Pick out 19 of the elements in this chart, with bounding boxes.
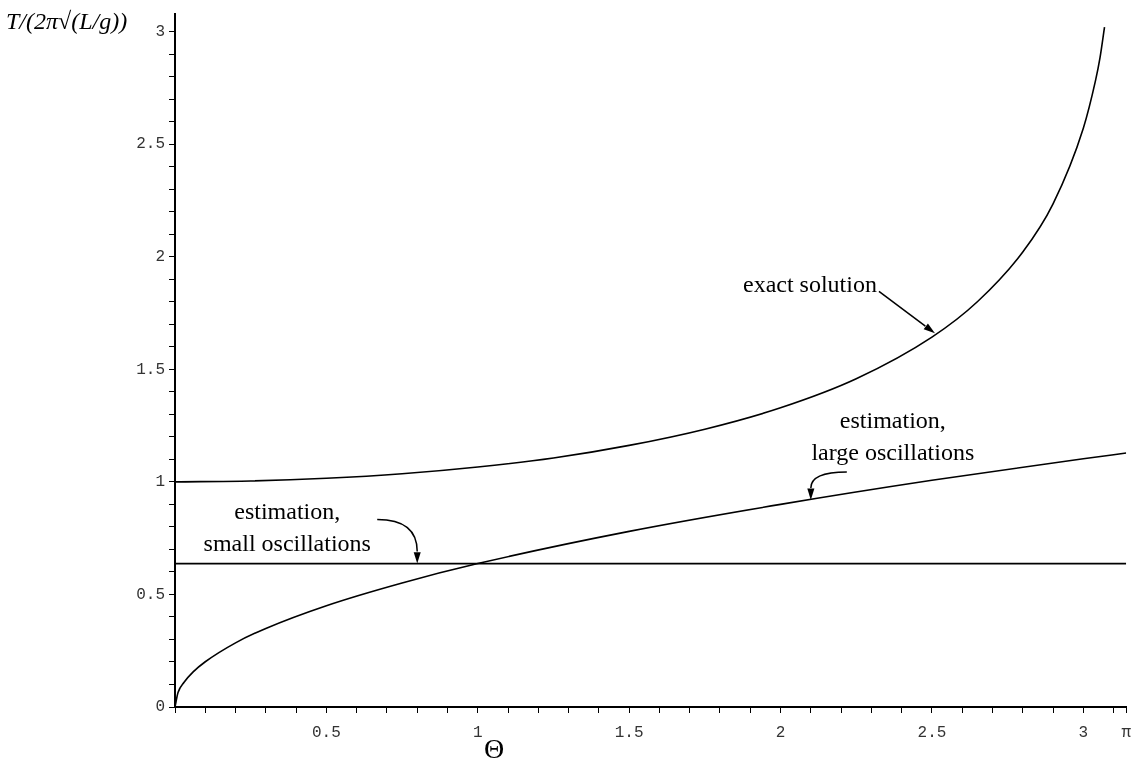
x-tick-label: 0.5	[311, 723, 341, 742]
y-tick-label: 1	[155, 473, 165, 492]
annotation: exact solution	[742, 270, 877, 297]
x-tick-label: 2.5	[917, 723, 947, 742]
x-axis-title: Θ	[484, 733, 505, 764]
x-tick-label: 1.5	[614, 723, 644, 742]
annotation: estimation, large oscillations	[811, 407, 975, 466]
x-tick-label: π	[1121, 723, 1132, 742]
y-tick-label: 2.5	[136, 135, 165, 154]
y-tick-label: 3	[155, 22, 165, 41]
y-axis-title: T/(2π√(L/g))	[6, 8, 128, 35]
y-tick-label: 1.5	[136, 360, 165, 379]
y-tick-label: 0.5	[136, 585, 165, 604]
annotation: estimation, small oscillations	[203, 497, 371, 556]
x-tick-label: 3	[1078, 723, 1089, 742]
y-tick-label: 0	[155, 698, 165, 717]
y-tick-label: 2	[155, 247, 165, 266]
x-tick-label: 2	[775, 723, 786, 742]
x-tick-label: 1	[472, 723, 483, 742]
